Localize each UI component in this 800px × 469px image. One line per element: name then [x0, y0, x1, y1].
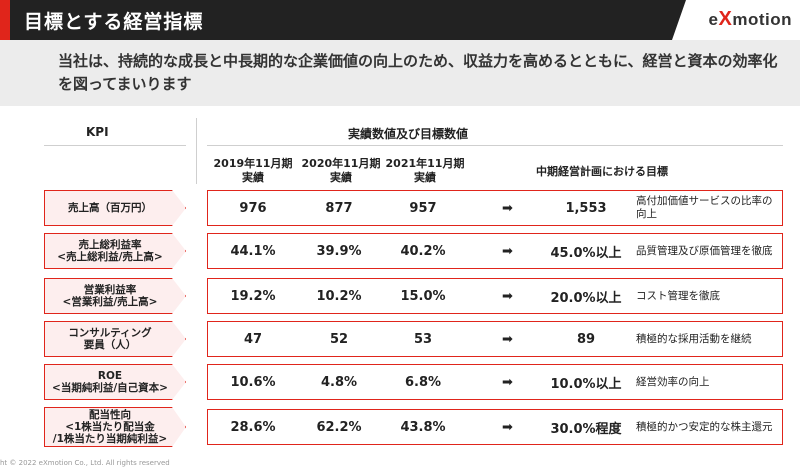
divider: [207, 145, 783, 146]
value-2021: 6.8%: [404, 374, 442, 390]
lead-text: 当社は、持続的な成長と中長期的な企業価値の向上のため、収益力を高めるとともに、経…: [58, 52, 778, 93]
company-logo: eXmotion: [708, 8, 792, 30]
target-description: 積極的かつ安定的な株主還元: [636, 420, 773, 433]
value-2019: 976: [239, 200, 267, 216]
page-title: 目標とする経営指標: [24, 11, 204, 33]
arrow-right-icon: ➡: [502, 243, 513, 259]
target-description: 経営効率の向上: [636, 375, 710, 388]
value-2019: 19.2%: [230, 288, 276, 304]
value-2019: 44.1%: [230, 243, 276, 259]
divider: [196, 118, 197, 184]
year-header-2020: 2020年11月期 実績: [301, 157, 381, 184]
value-2020: 62.2%: [316, 419, 362, 435]
value-2019: 10.6%: [230, 374, 276, 390]
target-description: コスト管理を徹底: [636, 289, 720, 302]
target-value: 45.0%以上: [550, 245, 622, 261]
value-2019: 28.6%: [230, 419, 276, 435]
arrow-right-icon: ➡: [502, 288, 513, 304]
target-value: 1,553: [565, 200, 607, 216]
arrow-right-icon: ➡: [502, 331, 513, 347]
target-value: 10.0%以上: [550, 376, 622, 392]
year-header-2021: 2021年11月期 実績: [385, 157, 465, 184]
value-2021: 43.8%: [400, 419, 446, 435]
kpi-label-sales: 売上高（百万円）: [44, 190, 186, 226]
target-value: 20.0%以上: [550, 290, 622, 306]
kpi-label-roe: ROE <当期純利益/自己資本>: [44, 364, 186, 400]
target-description: 高付加価値サービスの比率の向上: [636, 195, 773, 220]
value-2021: 53: [413, 331, 433, 347]
year-header-2019: 2019年11月期 実績: [213, 157, 293, 184]
value-2020: 4.8%: [320, 374, 358, 390]
table-row: 10.6% 4.8% 6.8% ➡ 10.0%以上 経営効率の向上: [207, 364, 783, 400]
plan-header: 中期経営計画における目標: [536, 165, 668, 178]
value-2019: 47: [243, 331, 263, 347]
accent-stripe: [0, 0, 10, 40]
target-value: 30.0%程度: [550, 421, 622, 437]
target-description: 積極的な採用活動を継続: [636, 332, 752, 345]
table-row: 976 877 957 ➡ 1,553 高付加価値サービスの比率の向上: [207, 190, 783, 226]
value-2021: 15.0%: [400, 288, 446, 304]
table-row: 47 52 53 ➡ 89 積極的な採用活動を継続: [207, 321, 783, 357]
arrow-right-icon: ➡: [502, 374, 513, 390]
kpi-label-operating-margin: 営業利益率 <営業利益/売上高>: [44, 278, 186, 314]
value-2020: 39.9%: [316, 243, 362, 259]
table-row: 44.1% 39.9% 40.2% ➡ 45.0%以上 品質管理及び原価管理を徹…: [207, 233, 783, 269]
table-row: 19.2% 10.2% 15.0% ➡ 20.0%以上 コスト管理を徹底: [207, 278, 783, 314]
kpi-label-payout-ratio: 配当性向 <1株当たり配当金/1株当たり当期純利益>: [44, 407, 186, 447]
value-2020: 10.2%: [316, 288, 362, 304]
value-2021: 40.2%: [400, 243, 446, 259]
value-2020: 877: [325, 200, 353, 216]
values-header: 実績数値及び目標数値: [348, 127, 469, 141]
arrow-right-icon: ➡: [502, 419, 513, 435]
logo-area: eXmotion: [672, 0, 800, 40]
header-bar: 目標とする経営指標 eXmotion: [0, 0, 800, 40]
divider: [44, 145, 186, 146]
value-2021: 957: [409, 200, 437, 216]
kpi-label-consultants: コンサルティング 要員（人）: [44, 321, 186, 357]
kpi-header: KPI: [86, 125, 109, 139]
lead-section: 当社は、持続的な成長と中長期的な企業価値の向上のため、収益力を高めるとともに、経…: [0, 40, 800, 106]
kpi-label-gross-margin: 売上総利益率 <売上総利益/売上高>: [44, 233, 186, 269]
target-value: 89: [576, 331, 596, 347]
target-description: 品質管理及び原価管理を徹底: [636, 244, 773, 257]
table-row: 28.6% 62.2% 43.8% ➡ 30.0%程度 積極的かつ安定的な株主還…: [207, 409, 783, 445]
value-2020: 52: [329, 331, 349, 347]
copyright-footer: ht © 2022 eXmotion Co., Ltd. All rights …: [0, 459, 170, 467]
arrow-right-icon: ➡: [502, 200, 513, 216]
